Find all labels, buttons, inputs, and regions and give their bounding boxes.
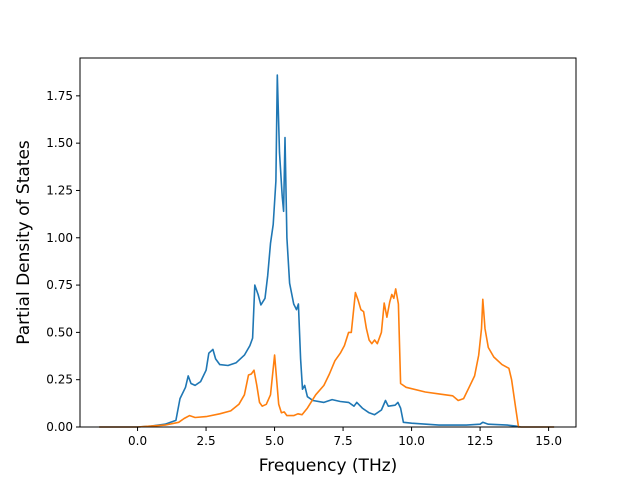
y-tick-label: 0.75 <box>46 278 73 292</box>
y-axis-ticks: 0.00 0.25 0.50 0.75 1.00 1.25 1.50 1.75 <box>46 89 80 434</box>
y-tick-label: 1.75 <box>46 89 73 103</box>
x-axis-label: Frequency (THz) <box>259 456 398 476</box>
y-tick-label: 1.50 <box>46 136 73 150</box>
plot-frame <box>79 57 577 428</box>
y-axis-label: Partial Density of States <box>14 140 34 345</box>
series-layer <box>99 74 555 428</box>
x-tick-label: 0.0 <box>128 434 147 448</box>
x-tick-label: 2.5 <box>197 434 216 448</box>
x-tick-label: 12.5 <box>467 434 494 448</box>
y-tick-label: 1.25 <box>46 183 73 197</box>
series-line-2 <box>99 288 555 428</box>
x-tick-label: 15.0 <box>535 434 562 448</box>
y-tick-label: 0.25 <box>46 373 73 387</box>
x-axis-ticks: 0.0 2.5 5.0 7.5 10.0 12.5 15.0 <box>128 427 562 448</box>
y-tick-label: 1.00 <box>46 231 73 245</box>
series-line-1 <box>99 74 555 428</box>
y-tick-label: 0.00 <box>46 420 73 434</box>
x-tick-label: 7.5 <box>334 434 353 448</box>
x-tick-label: 5.0 <box>265 434 284 448</box>
x-tick-label: 10.0 <box>398 434 425 448</box>
y-tick-label: 0.50 <box>46 325 73 339</box>
